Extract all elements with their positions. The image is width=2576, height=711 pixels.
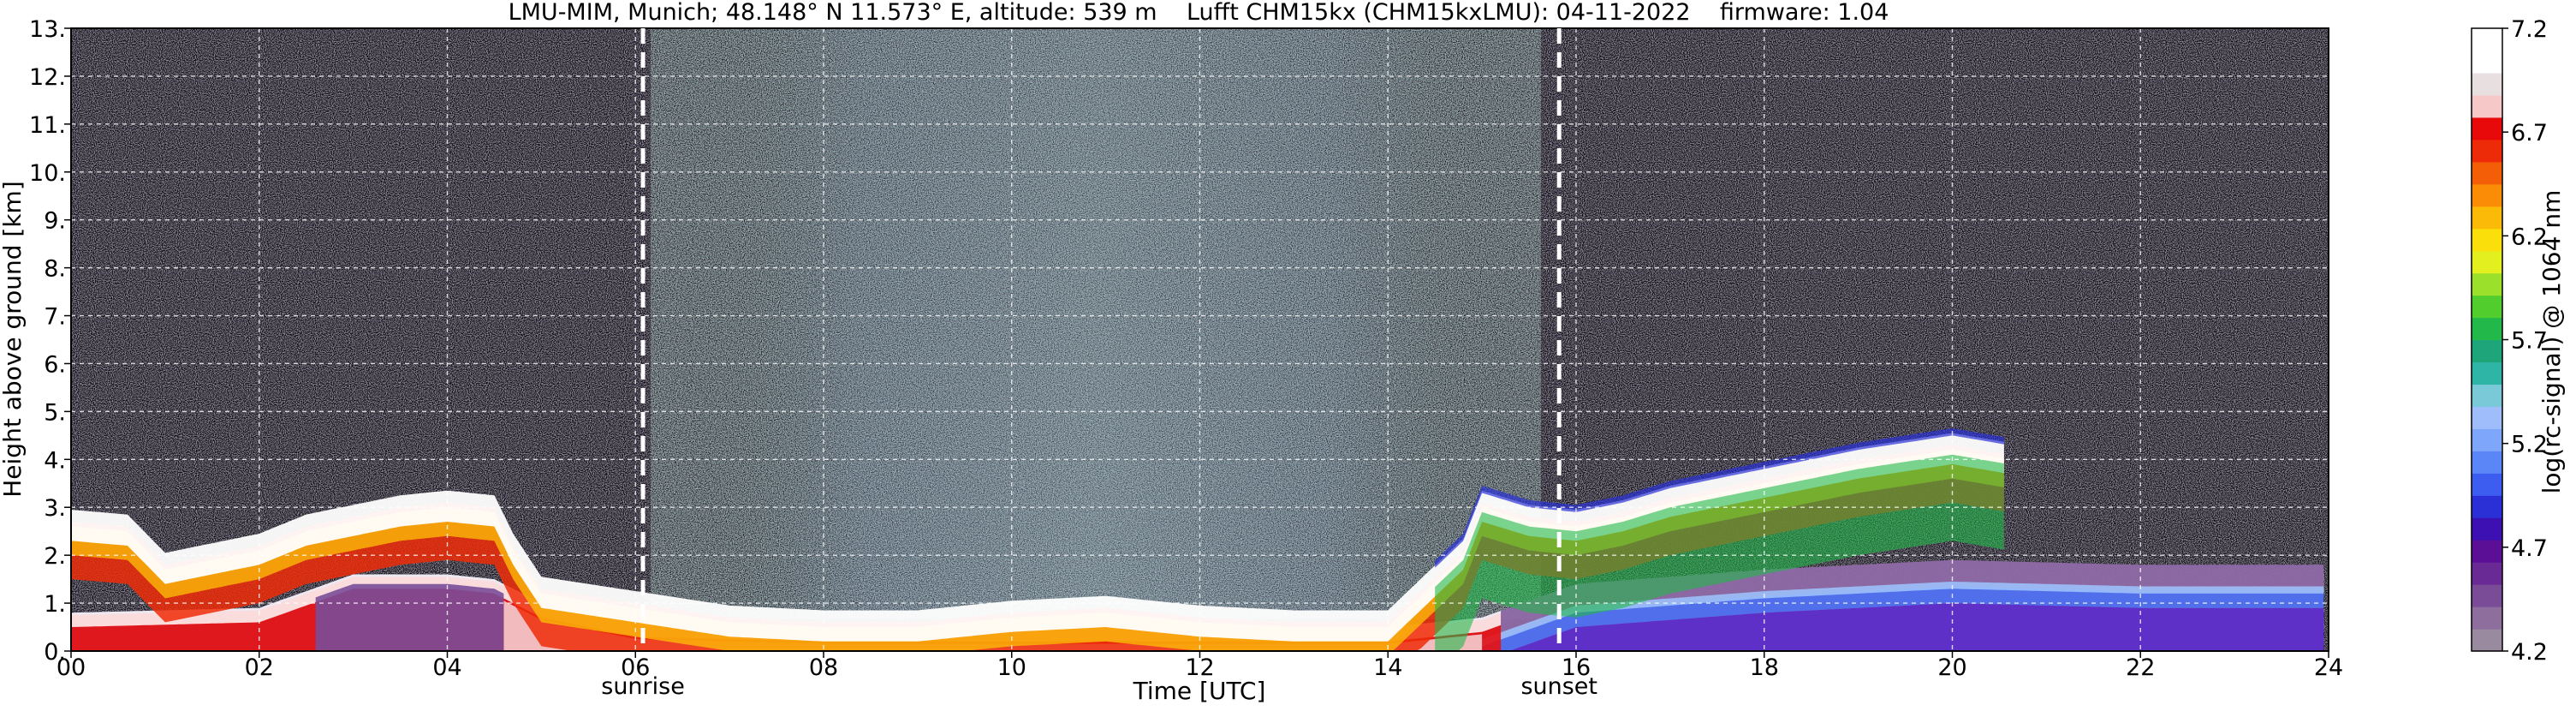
y-tick-label: 11. — [29, 112, 66, 139]
x-tick-label: 16 — [1562, 654, 1591, 681]
x-axis-ticks: 00 02 04 06 08 10 12 14 16 18 20 22 24 — [57, 651, 2343, 681]
y-tick-label: 13. — [29, 16, 66, 43]
colorbar-segment — [2472, 406, 2502, 429]
residual-layer — [315, 583, 504, 651]
colorbar-segment — [2472, 451, 2502, 474]
x-tick-label: 08 — [809, 654, 838, 681]
x-tick-label: 04 — [432, 654, 461, 681]
y-tick-label: 10. — [29, 160, 66, 187]
y-axis-label: Height above ground [km] — [0, 181, 27, 498]
chart-title: LMU-MIM, Munich; 48.148° N 11.573° E, al… — [509, 0, 1889, 26]
colorbar-tick-label: 6.2 — [2511, 224, 2548, 250]
colorbar-segment — [2472, 606, 2502, 630]
colorbar-tick-label: 5.7 — [2511, 328, 2548, 355]
colorbar-segment — [2472, 50, 2502, 74]
colorbar-segment — [2472, 562, 2502, 585]
x-tick-label: 20 — [1937, 654, 1966, 681]
x-tick-label: 00 — [57, 654, 86, 681]
colorbar-segment — [2472, 540, 2502, 563]
x-tick-label: 06 — [621, 654, 650, 681]
aerosol-layer-core — [1482, 603, 2324, 651]
colorbar-segment — [2472, 206, 2502, 230]
colorbar-segment — [2472, 584, 2502, 607]
x-tick-label: 12 — [1185, 654, 1214, 681]
colorbar-segment — [2472, 250, 2502, 274]
colorbar-segment — [2472, 117, 2502, 140]
colorbar-segment — [2472, 295, 2502, 319]
y-tick-label: 4. — [44, 447, 66, 474]
colorbar-segment — [2472, 317, 2502, 341]
colorbar-segment — [2472, 94, 2502, 118]
colorbar-segment — [2472, 384, 2502, 407]
cloud-layer-core — [71, 433, 2004, 642]
x-tick-label: 14 — [1373, 654, 1402, 681]
colorbar-tick-label: 7.2 — [2511, 16, 2548, 43]
x-tick-label: 10 — [997, 654, 1026, 681]
colorbar-tick-label: 4.7 — [2511, 535, 2548, 562]
sunset-label: sunset — [1520, 673, 1597, 700]
colorbar-segment — [2472, 161, 2502, 185]
y-tick-label: 7. — [44, 304, 66, 331]
signal-layers — [71, 428, 2324, 651]
x-tick-label: 18 — [1750, 654, 1779, 681]
colorbar-segment — [2472, 272, 2502, 296]
colorbar-segment — [2472, 183, 2502, 207]
x-tick-label: 02 — [245, 654, 274, 681]
daytime-speckle — [651, 28, 1541, 619]
colorbar-tick-label: 4.2 — [2511, 639, 2548, 666]
colorbar: 4.2 4.7 5.2 5.7 6.2 6.7 7.2 — [2471, 16, 2548, 666]
y-tick-label: 2. — [44, 543, 66, 570]
y-tick-label: 1. — [44, 591, 66, 618]
colorbar-tick-label: 5.2 — [2511, 432, 2548, 458]
plot-area — [71, 28, 2329, 651]
aerosol-layer-edge — [1482, 581, 2324, 647]
y-tick-label: 6. — [44, 351, 66, 378]
y-tick-label: 9. — [44, 208, 66, 235]
cloud-fall-streaks — [1435, 454, 2004, 651]
colorbar-segment — [2472, 228, 2502, 252]
y-tick-label: 0. — [44, 639, 66, 666]
colorbar-segment — [2472, 495, 2502, 518]
colorbar-label: log(rc-signal) @ 1064 nm — [2537, 190, 2566, 494]
colorbar-segment — [2472, 473, 2502, 496]
colorbar-tick-label: 6.7 — [2511, 120, 2548, 146]
y-tick-label: 5. — [44, 399, 66, 426]
colorbar-segment — [2472, 629, 2502, 652]
colorbar-segment — [2472, 139, 2502, 163]
colorbar-segment — [2472, 28, 2502, 51]
colorbar-segment — [2472, 72, 2502, 96]
y-tick-label: 3. — [44, 495, 66, 522]
sunrise-label: sunrise — [601, 673, 685, 700]
colorbar-segment — [2472, 361, 2502, 385]
colorbar-segment — [2472, 428, 2502, 451]
x-tick-label: 22 — [2126, 654, 2155, 681]
x-tick-label: 24 — [2314, 654, 2343, 681]
x-axis-label: Time [UTC] — [1133, 677, 1266, 705]
y-axis-ticks: 0. 1. 2. 3. 4. 5. 6. 7. 8. 9. 10. 11. 12. 13. — [29, 16, 71, 666]
y-tick-label: 8. — [44, 256, 66, 283]
grid-lines — [71, 28, 2329, 651]
colorbar-segment — [2472, 339, 2502, 363]
colorbar-segment — [2472, 517, 2502, 541]
y-tick-label: 12. — [29, 64, 66, 91]
